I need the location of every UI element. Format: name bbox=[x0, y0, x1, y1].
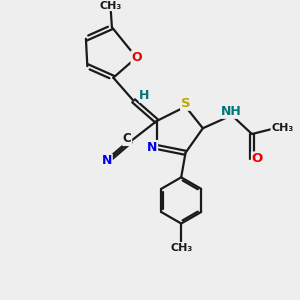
Text: C: C bbox=[123, 132, 132, 146]
Text: CH₃: CH₃ bbox=[170, 242, 192, 253]
Text: H: H bbox=[139, 89, 150, 102]
Text: CH₃: CH₃ bbox=[271, 123, 293, 133]
Text: NH: NH bbox=[221, 105, 242, 118]
Text: O: O bbox=[251, 152, 263, 165]
Text: N: N bbox=[147, 140, 158, 154]
Text: O: O bbox=[131, 51, 142, 64]
Text: S: S bbox=[181, 97, 190, 110]
Text: CH₃: CH₃ bbox=[99, 1, 122, 10]
Text: N: N bbox=[102, 154, 112, 167]
